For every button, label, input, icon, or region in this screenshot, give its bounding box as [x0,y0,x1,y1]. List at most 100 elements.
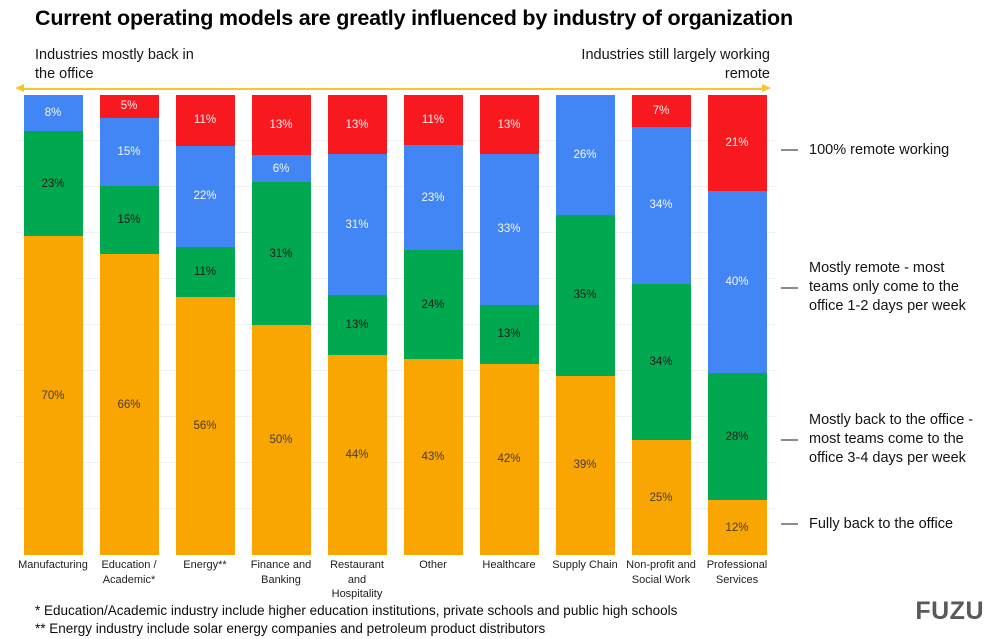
segment-value-label: 15% [117,214,141,227]
legend-item-mostly-back: Mostly back to the office - most teams c… [781,411,987,468]
bar-segment: 24% [403,249,463,360]
gridline [15,462,775,463]
stacked-bar: 25% 34% 34% 7% [631,95,691,555]
stacked-bar: 56% 11% 22% 11% [175,95,235,555]
segment-value-label: 34% [649,355,673,368]
bar-segment: 15% [99,117,159,187]
bar-column: 44% 13% 31% 13% [319,95,395,555]
bar-column: 56% 11% 22% 11% [167,95,243,555]
bar-segment: 40% [707,190,767,373]
bar-segment: 12% [707,500,767,555]
spectrum-arrow-icon [15,84,771,92]
bar-segment: 13% [327,95,387,155]
bar-segment: 26% [555,95,615,215]
segment-value-label: 23% [421,191,445,204]
segment-value-label: 11% [193,114,217,127]
segment-value-label: 26% [573,148,597,161]
segment-value-label: 7% [652,105,670,118]
segment-value-label: 11% [421,114,445,127]
x-axis-label: Restaurant and Hospitality [330,559,384,601]
legend-item-mostly-remote: Mostly remote - most teams only come to … [781,259,987,316]
bar-segment: 23% [23,131,83,237]
bar-column: 43% 24% 23% 11% [395,95,471,555]
x-axis-label: Professional Services [706,559,768,586]
segment-value-label: 23% [41,177,65,190]
bar-segment: 13% [479,304,539,364]
bar-segment: 21% [707,95,767,191]
stacked-bar: 12% 28% 40% 21% [707,95,767,555]
bar-segment: 70% [23,236,83,555]
x-axis-label: Healthcare [482,559,536,571]
segment-value-label: 13% [269,118,293,131]
x-axis-label: Education / Academic* [101,559,157,586]
arrow-left-head-icon [15,84,24,92]
bar-segment: 31% [327,154,387,296]
legend-label: Mostly back to the office - most teams c… [809,412,974,466]
stacked-bar: 66% 15% 15% 5% [99,95,159,555]
bar-segment: 6% [251,154,311,183]
segment-value-label: 56% [193,420,217,433]
x-axis-label: Supply Chain [552,559,618,571]
segment-value-label: 35% [573,289,597,302]
legend-dash-icon [781,439,798,441]
bar-segment: 56% [175,297,235,555]
legend-label: 100% remote working [809,142,950,158]
bar-segment: 44% [327,354,387,555]
x-axis-label: Finance and Banking [250,559,312,586]
legend-label: Mostly remote - most teams only come to … [809,260,966,314]
segment-value-label: 13% [345,319,369,331]
bar-segment: 15% [99,186,159,255]
legend-dash-icon [781,287,798,289]
annotation-working-remote: Industries still largely working remote [581,47,770,83]
segment-value-label: 13% [497,328,521,341]
bar-segment: 13% [327,295,387,355]
segment-value-label: 28% [725,430,749,443]
bar-segment: 13% [479,95,539,155]
bar-segment: 35% [555,214,615,376]
gridline [15,278,775,279]
segment-value-label: 5% [120,100,138,113]
legend-item-100-remote: 100% remote working [781,141,987,160]
bar-segment: 8% [23,95,83,132]
x-axis-labels: Manufacturing Education / Academic* Energy… [15,558,775,602]
bar-column: 50% 31% 6% 13% [243,95,319,555]
segment-value-label: 11% [193,266,217,279]
segment-value-label: 40% [725,275,749,288]
bar-column: 42% 13% 33% 13% [471,95,547,555]
stacked-bar: 44% 13% 31% 13% [327,95,387,555]
segment-value-label: 70% [41,389,65,402]
segment-value-label: 6% [272,162,290,175]
bar-segment: 33% [479,154,539,305]
segment-value-label: 34% [649,199,673,212]
legend-item-fully-back: Fully back to the office [781,515,987,534]
arrow-right-head-icon [762,84,771,92]
legend-dash-icon [781,149,798,151]
bar-segment: 28% [707,372,767,501]
legend-label: Fully back to the office [809,516,954,532]
segment-value-label: 13% [497,118,521,131]
plot-area: 70% 23% 8% 66% 15% 15% 5% 56% 11% 22% 11% 50% 31% 6% 1… [15,95,775,555]
bar-segment: 50% [251,325,311,555]
gridline [15,186,775,187]
stacked-bar: 43% 24% 23% 11% [403,95,463,555]
gridline [15,416,775,417]
footnotes: * Education/Academic industry include hi… [35,602,677,637]
footnote-energy: ** Energy industry include solar energy … [35,620,546,636]
gridline [15,232,775,233]
segment-value-label: 66% [117,398,141,411]
segment-value-label: 24% [421,298,445,311]
gridline [15,324,775,325]
bar-column: 39% 35% 26% [547,95,623,555]
page-title: Current operating models are greatly inf… [35,6,793,30]
segment-value-label: 31% [269,247,293,260]
segment-value-label: 8% [44,107,62,120]
bar-segment: 23% [403,145,463,250]
segment-value-label: 15% [117,145,141,158]
stacked-bar: 42% 13% 33% 13% [479,95,539,555]
bars-container: 70% 23% 8% 66% 15% 15% 5% 56% 11% 22% 11% 50% 31% 6% 1… [15,95,775,555]
bar-segment: 25% [631,440,691,555]
bar-segment: 22% [175,145,235,247]
bar-segment: 66% [99,254,159,555]
bar-column: 12% 28% 40% 21% [699,95,775,555]
